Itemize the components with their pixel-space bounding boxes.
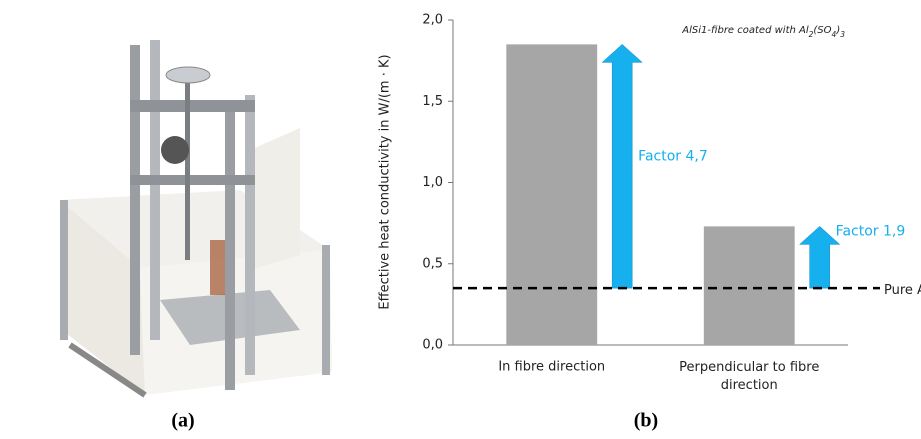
factor-label: Factor 4,7	[638, 148, 708, 164]
y-tick-label: 0,0	[422, 338, 443, 353]
factor-arrow	[602, 44, 642, 288]
y-tick-label: 1,5	[422, 94, 443, 109]
factor-label: Factor 1,9	[836, 223, 906, 239]
y-tick-label: 0,5	[422, 256, 443, 271]
bar	[704, 226, 795, 345]
figure: (a) (b) Effective heat conductivity in W…	[0, 0, 921, 439]
panel-label: (a)	[171, 410, 194, 432]
y-tick-label: 2,0	[422, 13, 443, 28]
factor-arrow	[800, 226, 840, 288]
bar	[506, 44, 597, 345]
panel-label: (b)	[634, 410, 658, 432]
y-axis-title: Effective heat conductivity in W/(m · K)	[378, 54, 393, 309]
y-tick-label: 1,0	[422, 175, 443, 190]
annotation: AlSi1-fibre coated with Al2(SO4)3	[681, 25, 845, 39]
x-tick-label: In fibre direction	[498, 360, 605, 375]
apparatus-illustration	[60, 40, 332, 395]
reference-label: Pure Al2(SO4)3	[884, 283, 921, 302]
